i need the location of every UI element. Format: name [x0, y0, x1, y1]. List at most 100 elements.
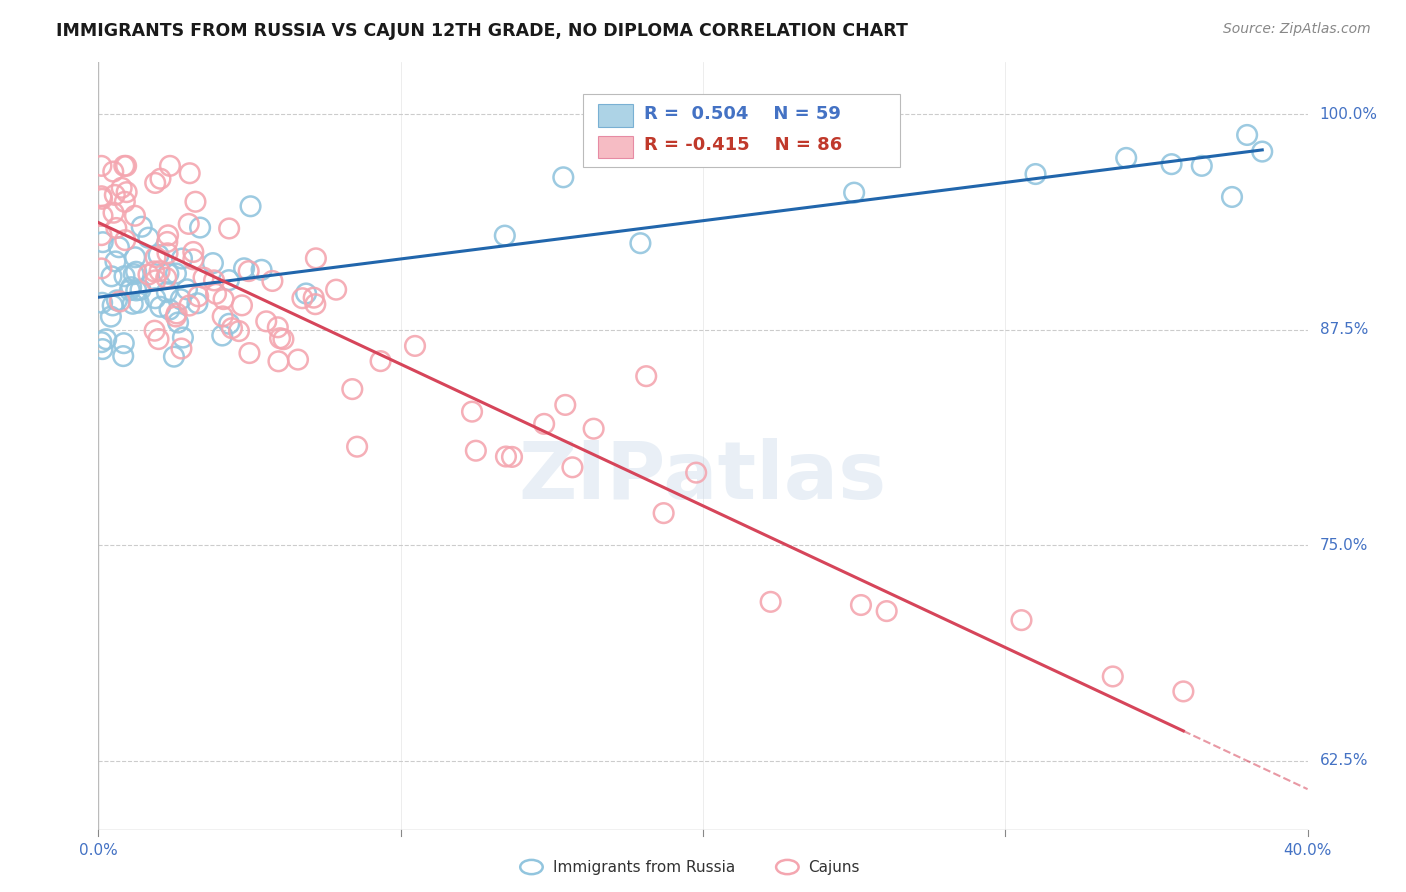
Point — [238, 264, 260, 278]
Point — [114, 233, 136, 247]
Point — [176, 282, 198, 296]
Point — [1173, 684, 1195, 698]
Point — [163, 350, 186, 364]
Point — [269, 331, 291, 345]
Point — [149, 264, 172, 278]
Point — [170, 342, 193, 356]
Point — [239, 199, 262, 213]
Point — [561, 460, 583, 475]
Point — [228, 324, 250, 338]
Point — [628, 236, 651, 251]
Point — [143, 291, 166, 305]
Point — [165, 267, 187, 281]
Point — [115, 185, 138, 199]
Point — [91, 235, 114, 249]
Text: 62.5%: 62.5% — [1320, 753, 1368, 768]
Point — [100, 310, 122, 324]
Point — [187, 289, 209, 303]
Point — [170, 292, 193, 306]
Point — [273, 332, 295, 346]
Point — [305, 252, 328, 266]
Point — [90, 159, 112, 173]
Text: 40.0%: 40.0% — [1284, 843, 1331, 858]
Point — [90, 335, 112, 350]
Point — [143, 264, 166, 278]
Point — [138, 268, 160, 282]
Point — [148, 248, 170, 262]
Point — [193, 270, 215, 285]
Point — [1011, 613, 1033, 627]
Point — [876, 604, 898, 618]
Point — [636, 369, 658, 384]
Point — [184, 194, 207, 209]
Point — [122, 267, 145, 281]
Point — [262, 274, 284, 288]
Point — [90, 228, 112, 243]
Point — [181, 244, 204, 259]
Point — [211, 328, 233, 343]
Point — [131, 219, 153, 234]
Point — [501, 450, 523, 464]
Point — [267, 354, 290, 368]
Point — [533, 417, 555, 431]
Point — [304, 297, 326, 311]
Point — [221, 321, 243, 335]
Point — [1220, 190, 1243, 204]
Point — [100, 269, 122, 284]
Point — [325, 283, 347, 297]
Point — [346, 440, 368, 454]
Point — [233, 261, 256, 276]
Point — [464, 443, 486, 458]
Point — [554, 398, 576, 412]
Point — [849, 598, 872, 612]
Point — [108, 294, 131, 309]
Point — [91, 192, 114, 206]
Point — [143, 324, 166, 338]
Text: R =  0.504    N = 59: R = 0.504 N = 59 — [644, 105, 841, 123]
Text: Immigrants from Russia: Immigrants from Russia — [553, 860, 735, 874]
Text: Cajuns: Cajuns — [808, 860, 860, 874]
Point — [212, 292, 235, 306]
Point — [145, 250, 167, 264]
Point — [138, 230, 160, 244]
Text: 0.0%: 0.0% — [79, 843, 118, 858]
Point — [91, 342, 114, 356]
Point — [202, 273, 225, 287]
Point — [159, 302, 181, 317]
Point — [103, 205, 125, 219]
Point — [115, 159, 138, 173]
Point — [181, 252, 204, 267]
Text: IMMIGRANTS FROM RUSSIA VS CAJUN 12TH GRADE, NO DIPLOMA CORRELATION CHART: IMMIGRANTS FROM RUSSIA VS CAJUN 12TH GRA… — [56, 22, 908, 40]
Point — [844, 186, 866, 200]
Point — [156, 246, 179, 260]
Point — [125, 265, 148, 279]
Point — [495, 450, 517, 464]
Point — [1101, 669, 1123, 683]
Point — [145, 273, 167, 287]
Point — [201, 256, 224, 270]
Point — [118, 283, 141, 297]
Point — [291, 291, 314, 305]
Point — [114, 269, 136, 284]
Point — [179, 166, 201, 180]
Point — [101, 298, 124, 312]
Point — [143, 176, 166, 190]
Point — [188, 220, 211, 235]
Point — [124, 209, 146, 223]
Point — [205, 286, 228, 301]
Point — [186, 296, 208, 310]
Point — [125, 284, 148, 298]
Point — [156, 285, 179, 299]
Point — [170, 252, 193, 266]
Point — [218, 221, 240, 235]
Point — [553, 170, 575, 185]
Point — [90, 261, 112, 276]
Point — [156, 235, 179, 249]
Point — [157, 228, 180, 243]
Point — [121, 297, 143, 311]
Point — [91, 209, 114, 223]
Text: 100.0%: 100.0% — [1320, 107, 1378, 121]
Point — [461, 404, 484, 418]
Point — [179, 299, 201, 313]
Text: Source: ZipAtlas.com: Source: ZipAtlas.com — [1223, 22, 1371, 37]
